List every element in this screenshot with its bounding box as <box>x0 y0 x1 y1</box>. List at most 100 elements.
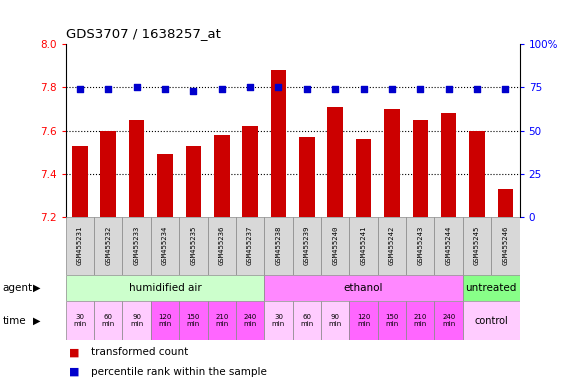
Bar <box>207 301 236 340</box>
Bar <box>66 275 264 301</box>
Bar <box>151 301 179 340</box>
Bar <box>207 217 236 275</box>
Bar <box>469 131 485 217</box>
Point <box>104 86 113 92</box>
Bar <box>412 120 428 217</box>
Text: 120
min: 120 min <box>357 314 370 327</box>
Bar <box>94 301 122 340</box>
Bar <box>463 275 520 301</box>
Bar <box>271 70 286 217</box>
Bar <box>179 301 207 340</box>
Bar <box>94 217 122 275</box>
Text: GSM455239: GSM455239 <box>304 226 310 265</box>
Text: 240
min: 240 min <box>442 314 455 327</box>
Bar <box>264 275 463 301</box>
Bar <box>236 301 264 340</box>
Bar <box>151 217 179 275</box>
Text: GDS3707 / 1638257_at: GDS3707 / 1638257_at <box>66 27 220 40</box>
Bar <box>321 301 349 340</box>
Text: untreated: untreated <box>465 283 517 293</box>
Text: ■: ■ <box>69 347 79 357</box>
Text: 30
min: 30 min <box>272 314 285 327</box>
Bar <box>186 146 201 217</box>
Text: 60
min: 60 min <box>300 314 313 327</box>
Point <box>246 84 255 91</box>
Bar <box>242 126 258 217</box>
Bar <box>435 217 463 275</box>
Bar <box>349 301 378 340</box>
Text: GSM455243: GSM455243 <box>417 226 423 265</box>
Text: control: control <box>475 316 508 326</box>
Bar <box>491 217 520 275</box>
Text: 150
min: 150 min <box>385 314 399 327</box>
Bar <box>435 301 463 340</box>
Text: ethanol: ethanol <box>344 283 383 293</box>
Bar <box>236 217 264 275</box>
Text: 90
min: 90 min <box>328 314 342 327</box>
Bar <box>122 301 151 340</box>
Text: humidified air: humidified air <box>128 283 202 293</box>
Text: 210
min: 210 min <box>413 314 427 327</box>
Text: GSM455234: GSM455234 <box>162 226 168 265</box>
Bar <box>321 217 349 275</box>
Text: ▶: ▶ <box>33 283 41 293</box>
Text: GSM455240: GSM455240 <box>332 226 338 265</box>
Text: 60
min: 60 min <box>102 314 115 327</box>
Point <box>472 86 481 92</box>
Text: ▶: ▶ <box>33 316 41 326</box>
Point <box>217 86 226 92</box>
Bar <box>384 109 400 217</box>
Point <box>189 88 198 94</box>
Point <box>302 86 311 92</box>
Text: GSM455237: GSM455237 <box>247 226 253 265</box>
Text: 150
min: 150 min <box>187 314 200 327</box>
Bar <box>100 131 116 217</box>
Text: GSM455231: GSM455231 <box>77 226 83 265</box>
Bar <box>378 301 406 340</box>
Bar <box>378 217 406 275</box>
Bar <box>66 301 94 340</box>
Text: GSM455244: GSM455244 <box>446 226 452 265</box>
Bar <box>463 217 491 275</box>
Text: GSM455236: GSM455236 <box>219 226 225 265</box>
Bar <box>299 137 315 217</box>
Text: GSM455245: GSM455245 <box>474 226 480 265</box>
Text: GSM455238: GSM455238 <box>275 226 282 265</box>
Bar <box>214 135 230 217</box>
Bar <box>293 217 321 275</box>
Bar <box>264 217 292 275</box>
Bar <box>463 301 520 340</box>
Bar <box>406 217 435 275</box>
Point <box>359 86 368 92</box>
Text: GSM455242: GSM455242 <box>389 226 395 265</box>
Text: 30
min: 30 min <box>73 314 86 327</box>
Bar <box>406 301 435 340</box>
Point <box>132 84 141 91</box>
Text: GSM455241: GSM455241 <box>360 226 367 265</box>
Text: ■: ■ <box>69 367 79 377</box>
Bar <box>349 217 378 275</box>
Point <box>331 86 340 92</box>
Text: GSM455235: GSM455235 <box>190 226 196 265</box>
Bar <box>264 301 292 340</box>
Point <box>274 84 283 91</box>
Bar <box>157 154 173 217</box>
Point <box>75 86 85 92</box>
Text: GSM455246: GSM455246 <box>502 226 508 265</box>
Point <box>444 86 453 92</box>
Point <box>501 86 510 92</box>
Bar <box>497 189 513 217</box>
Text: 210
min: 210 min <box>215 314 228 327</box>
Text: GSM455233: GSM455233 <box>134 226 139 265</box>
Text: agent: agent <box>3 283 33 293</box>
Bar <box>129 120 144 217</box>
Point <box>387 86 396 92</box>
Bar <box>293 301 321 340</box>
Text: 120
min: 120 min <box>158 314 172 327</box>
Bar <box>122 217 151 275</box>
Bar <box>66 217 94 275</box>
Bar <box>179 217 207 275</box>
Point <box>160 86 170 92</box>
Text: 90
min: 90 min <box>130 314 143 327</box>
Text: percentile rank within the sample: percentile rank within the sample <box>91 367 267 377</box>
